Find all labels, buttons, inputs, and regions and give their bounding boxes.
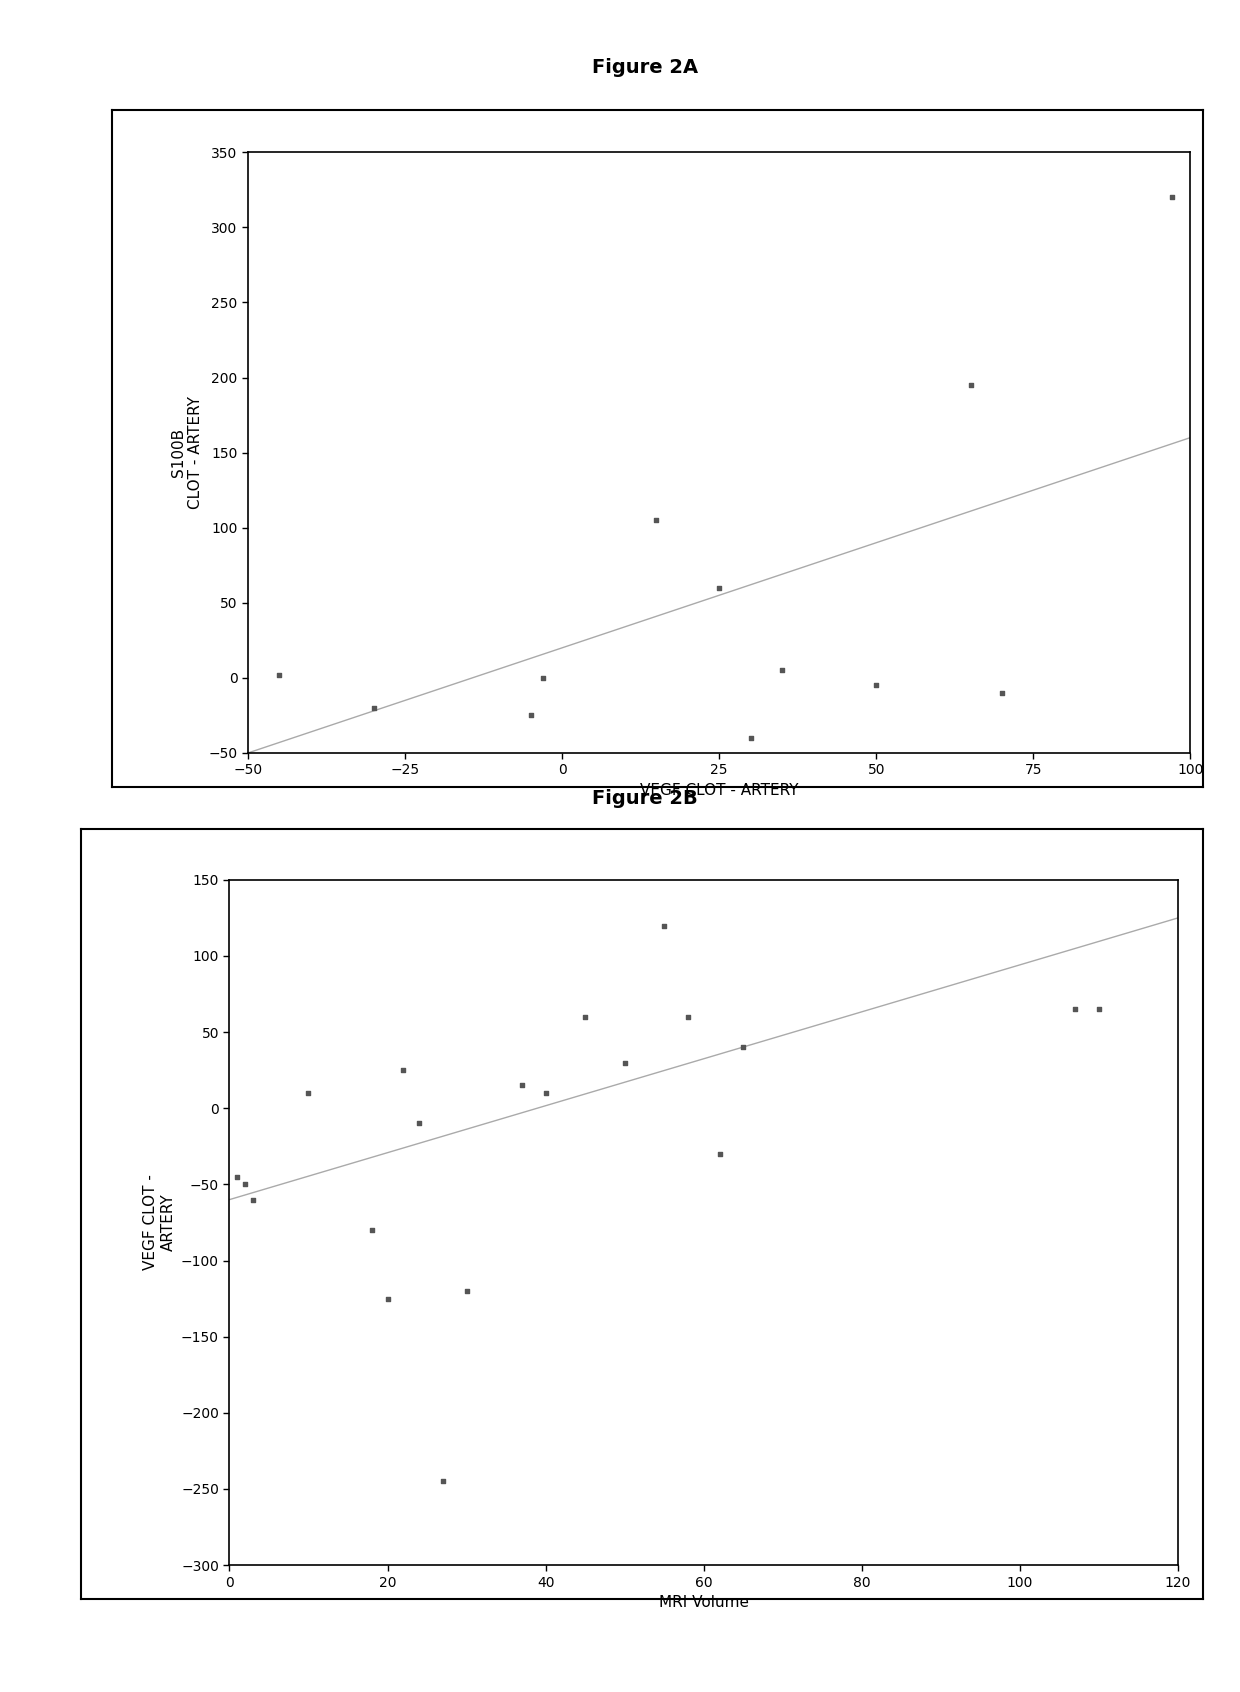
Point: [409, 1110, 429, 1137]
Point: [733, 1034, 753, 1061]
Point: [1065, 995, 1085, 1022]
Point: [961, 372, 981, 399]
Point: [867, 672, 887, 699]
Point: [655, 912, 675, 939]
Point: [299, 1079, 319, 1107]
X-axis label: MRI Volume: MRI Volume: [658, 1596, 749, 1611]
X-axis label: VEGF CLOT - ARTERY: VEGF CLOT - ARTERY: [640, 783, 799, 799]
Point: [227, 1164, 247, 1191]
Point: [646, 506, 666, 533]
Point: [1162, 184, 1182, 212]
Point: [243, 1186, 263, 1213]
Point: [740, 724, 760, 751]
Point: [615, 1049, 635, 1076]
Point: [521, 702, 541, 729]
Point: [363, 694, 383, 721]
Point: [1089, 995, 1109, 1022]
Point: [393, 1056, 413, 1083]
Point: [377, 1286, 397, 1313]
Point: [678, 1003, 698, 1030]
Point: [536, 1079, 556, 1107]
Text: Figure 2A: Figure 2A: [591, 58, 698, 78]
Point: [362, 1217, 382, 1244]
Point: [433, 1467, 453, 1496]
Point: [236, 1171, 255, 1198]
Point: [533, 665, 553, 692]
Point: [773, 656, 792, 684]
Point: [269, 662, 289, 689]
Y-axis label: VEGF CLOT -
ARTERY: VEGF CLOT - ARTERY: [143, 1174, 175, 1271]
Text: Figure 2B: Figure 2B: [591, 788, 698, 809]
Point: [992, 678, 1012, 707]
Point: [709, 574, 729, 601]
Point: [512, 1073, 532, 1100]
Point: [709, 1140, 729, 1167]
Y-axis label: S100B
CLOT - ARTERY: S100B CLOT - ARTERY: [171, 396, 203, 509]
Point: [575, 1003, 595, 1030]
Point: [456, 1277, 476, 1305]
